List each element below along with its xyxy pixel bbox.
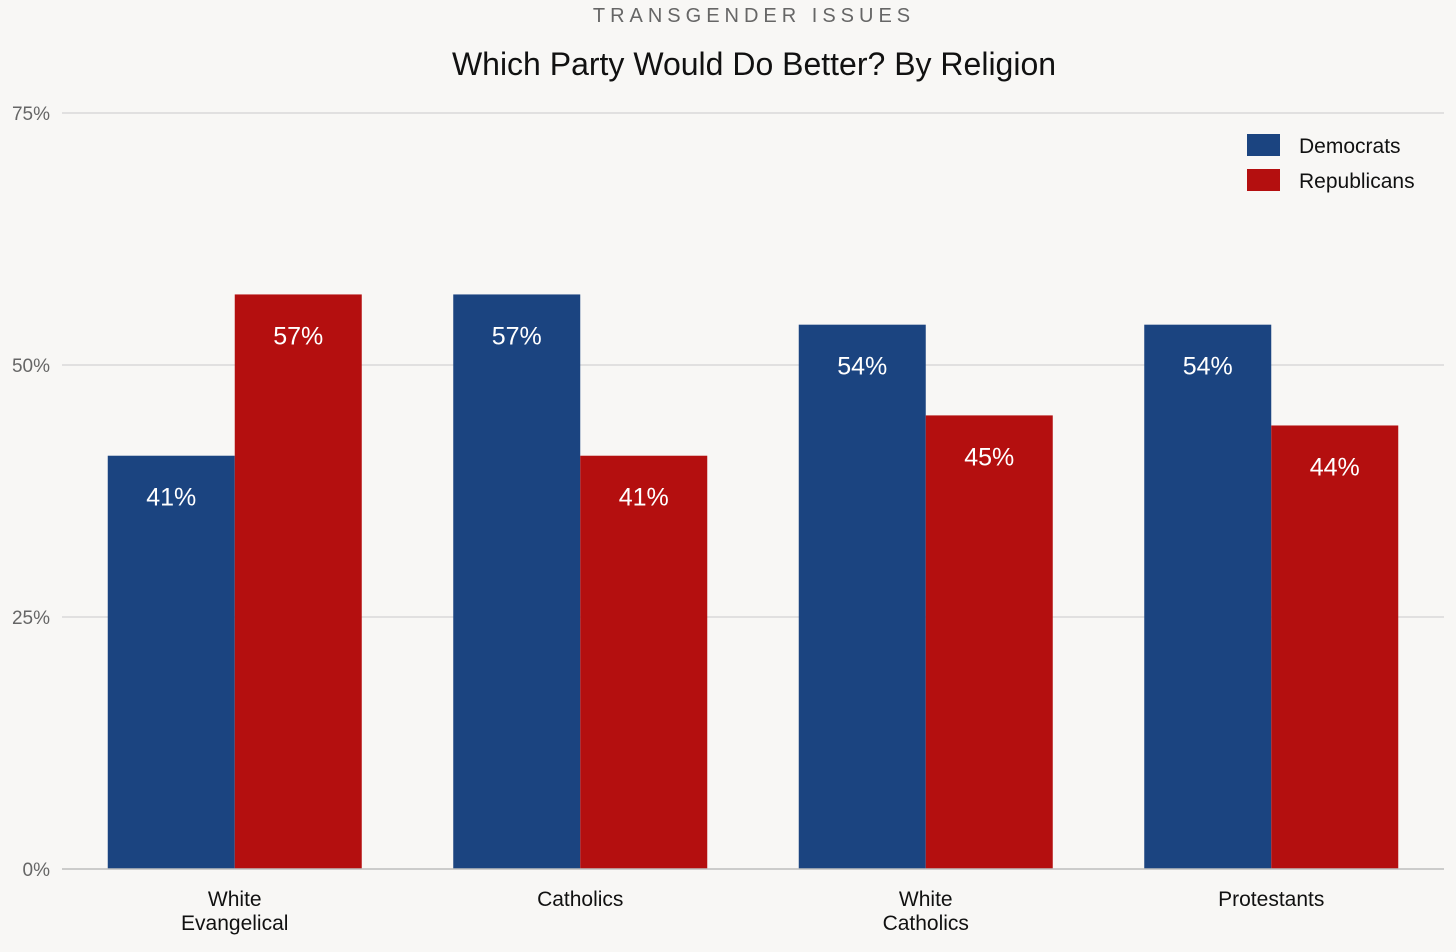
bar-value-label: 41% [619, 484, 669, 512]
bar-democrats [453, 294, 581, 869]
legend-label-republicans: Republicans [1299, 170, 1415, 193]
y-tick-label: 75% [12, 104, 50, 125]
y-tick-label: 50% [12, 356, 50, 377]
bar-value-label: 44% [1310, 453, 1360, 481]
legend-swatch-democrats [1247, 134, 1280, 156]
x-tick-label: Catholics [537, 888, 623, 911]
bars [107, 294, 1399, 869]
bar-value-label: 57% [492, 322, 542, 350]
bar-democrats [798, 324, 926, 869]
x-tick-label: White [899, 888, 953, 911]
bar-value-label: 41% [146, 484, 196, 512]
bar-democrats [1144, 324, 1272, 869]
x-tick-label: White [208, 888, 262, 911]
bar-republicans [1271, 425, 1399, 869]
legend: Democrats Republicans [1247, 134, 1415, 193]
x-tick-label: Protestants [1218, 888, 1324, 911]
y-tick-label: 25% [12, 608, 50, 629]
chart-title: Which Party Would Do Better? By Religion [452, 46, 1056, 82]
x-tick-label: Catholics [883, 912, 969, 935]
bar-democrats [107, 455, 235, 869]
bar-republicans [580, 455, 708, 869]
bar-value-label: 54% [837, 353, 887, 381]
data-labels: 41% 57% 57% 41% 54% 45% 54% 44% [146, 322, 1360, 511]
legend-label-democrats: Democrats [1299, 135, 1401, 158]
x-tick-label: Evangelical [181, 912, 288, 935]
chart-kicker: TRANSGENDER ISSUES [593, 5, 915, 27]
bar-value-label: 54% [1183, 353, 1233, 381]
bar-republicans [925, 415, 1053, 869]
bar-republicans [234, 294, 362, 869]
legend-swatch-republicans [1247, 169, 1280, 191]
bar-value-label: 57% [273, 322, 323, 350]
bar-value-label: 45% [964, 443, 1014, 471]
y-tick-label: 0% [23, 860, 51, 881]
